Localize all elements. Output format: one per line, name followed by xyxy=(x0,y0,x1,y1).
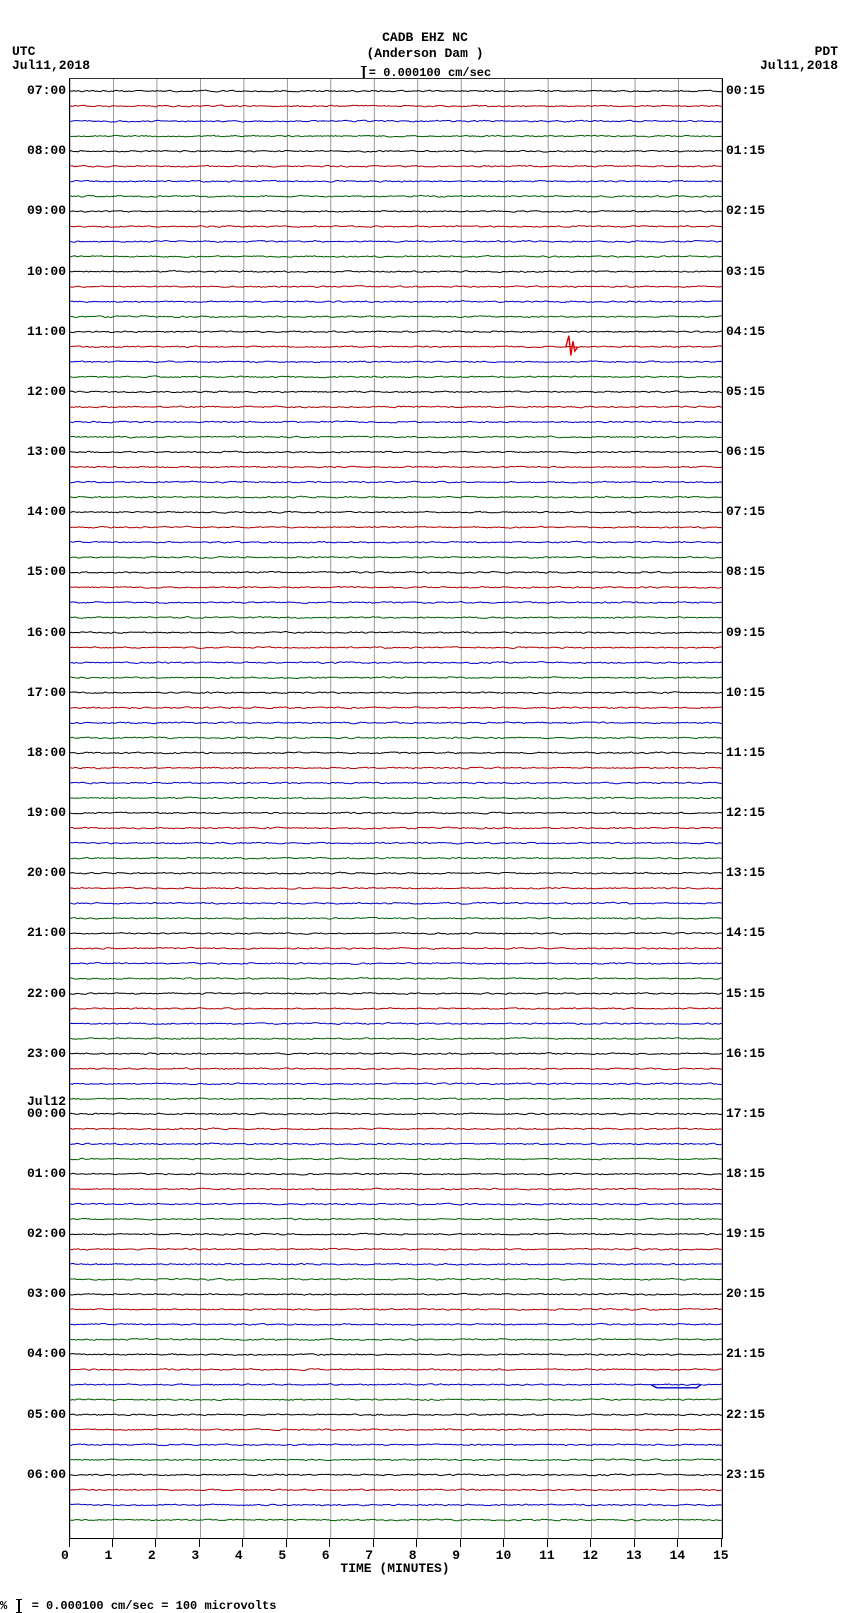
left-time-label: Jul12 xyxy=(27,1094,66,1109)
right-time-label: 19:15 xyxy=(726,1226,765,1241)
left-time-label: 04:00 xyxy=(27,1346,66,1361)
x-tick xyxy=(460,1539,461,1547)
footer-prefix: % xyxy=(0,1599,7,1613)
x-tick-label: 1 xyxy=(104,1548,112,1563)
right-time-label: 10:15 xyxy=(726,685,765,700)
x-axis-label: TIME (MINUTES) xyxy=(340,1561,449,1576)
x-tick-label: 6 xyxy=(322,1548,330,1563)
right-time-label: 17:15 xyxy=(726,1106,765,1121)
right-time-label: 00:15 xyxy=(726,83,765,98)
x-tick xyxy=(199,1539,200,1547)
x-tick xyxy=(112,1539,113,1547)
x-tick xyxy=(329,1539,330,1547)
left-time-label: 00:00 xyxy=(27,1106,66,1121)
left-time-label: 20:00 xyxy=(27,865,66,880)
right-time-label: 09:15 xyxy=(726,625,765,640)
right-time-label: 14:15 xyxy=(726,925,765,940)
x-tick-label: 13 xyxy=(626,1548,642,1563)
right-time-label: 13:15 xyxy=(726,865,765,880)
left-time-label: 01:00 xyxy=(27,1166,66,1181)
left-time-label: 12:00 xyxy=(27,384,66,399)
left-time-label: 17:00 xyxy=(27,685,66,700)
right-time-label: 07:15 xyxy=(726,504,765,519)
left-time-label: 11:00 xyxy=(27,324,66,339)
right-time-label: 01:15 xyxy=(726,143,765,158)
left-time-label: 19:00 xyxy=(27,805,66,820)
left-time-label: 10:00 xyxy=(27,264,66,279)
left-time-label: 06:00 xyxy=(27,1467,66,1482)
right-time-label: 08:15 xyxy=(726,564,765,579)
left-tz-label: UTC xyxy=(12,44,35,59)
left-time-label: 13:00 xyxy=(27,444,66,459)
scale-bar-icon xyxy=(18,1599,20,1613)
x-tick-label: 9 xyxy=(452,1548,460,1563)
right-time-label: 11:15 xyxy=(726,745,765,760)
left-time-label: 23:00 xyxy=(27,1046,66,1061)
header: UTC Jul11,2018 PDT Jul11,2018 CADB EHZ N… xyxy=(0,0,850,78)
left-time-label: 14:00 xyxy=(27,504,66,519)
x-tick-label: 10 xyxy=(496,1548,512,1563)
left-time-label: 02:00 xyxy=(27,1226,66,1241)
right-time-label: 02:15 xyxy=(726,203,765,218)
right-time-label: 03:15 xyxy=(726,264,765,279)
left-date: Jul11,2018 xyxy=(12,58,90,73)
x-tick-label: 14 xyxy=(670,1548,686,1563)
left-time-label: 15:00 xyxy=(27,564,66,579)
x-tick xyxy=(634,1539,635,1547)
right-time-label: 15:15 xyxy=(726,986,765,1001)
x-tick xyxy=(590,1539,591,1547)
x-tick-label: 3 xyxy=(191,1548,199,1563)
left-time-label: 21:00 xyxy=(27,925,66,940)
x-tick-label: 4 xyxy=(235,1548,243,1563)
seismogram-plot: 07:0008:0009:0010:0011:0012:0013:0014:00… xyxy=(69,78,723,1539)
location-title: (Anderson Dam ) xyxy=(366,46,483,61)
x-tick-label: 2 xyxy=(148,1548,156,1563)
x-axis: 0123456789101112131415TIME (MINUTES) xyxy=(69,1539,721,1571)
x-tick-label: 15 xyxy=(713,1548,729,1563)
right-time-label: 04:15 xyxy=(726,324,765,339)
left-time-label: 03:00 xyxy=(27,1286,66,1301)
left-time-label: 18:00 xyxy=(27,745,66,760)
x-tick-label: 0 xyxy=(61,1548,69,1563)
x-tick-label: 5 xyxy=(278,1548,286,1563)
right-time-label: 21:15 xyxy=(726,1346,765,1361)
x-tick xyxy=(69,1539,70,1547)
x-tick xyxy=(416,1539,417,1547)
right-time-label: 12:15 xyxy=(726,805,765,820)
seismogram-svg xyxy=(70,79,722,1538)
right-time-label: 22:15 xyxy=(726,1407,765,1422)
right-time-label: 20:15 xyxy=(726,1286,765,1301)
left-time-label: 08:00 xyxy=(27,143,66,158)
right-tz-label: PDT xyxy=(815,44,838,59)
right-time-label: 16:15 xyxy=(726,1046,765,1061)
x-tick-label: 11 xyxy=(539,1548,555,1563)
x-tick xyxy=(242,1539,243,1547)
left-time-label: 05:00 xyxy=(27,1407,66,1422)
x-tick xyxy=(677,1539,678,1547)
left-time-label: 16:00 xyxy=(27,625,66,640)
left-time-label: 22:00 xyxy=(27,986,66,1001)
seismogram-page: UTC Jul11,2018 PDT Jul11,2018 CADB EHZ N… xyxy=(0,0,850,1613)
x-tick xyxy=(547,1539,548,1547)
x-tick xyxy=(286,1539,287,1547)
right-time-label: 23:15 xyxy=(726,1467,765,1482)
x-tick xyxy=(503,1539,504,1547)
x-tick xyxy=(373,1539,374,1547)
right-time-label: 18:15 xyxy=(726,1166,765,1181)
footer-text: = 0.000100 cm/sec = 100 microvolts xyxy=(32,1599,277,1613)
station-title: CADB EHZ NC xyxy=(382,30,468,45)
right-date: Jul11,2018 xyxy=(760,58,838,73)
right-time-label: 05:15 xyxy=(726,384,765,399)
footer-scale: % = 0.000100 cm/sec = 100 microvolts xyxy=(0,1599,850,1613)
x-tick xyxy=(721,1539,722,1547)
left-time-label: 07:00 xyxy=(27,83,66,98)
left-time-label: 09:00 xyxy=(27,203,66,218)
x-tick xyxy=(155,1539,156,1547)
right-time-label: 06:15 xyxy=(726,444,765,459)
x-tick-label: 12 xyxy=(583,1548,599,1563)
